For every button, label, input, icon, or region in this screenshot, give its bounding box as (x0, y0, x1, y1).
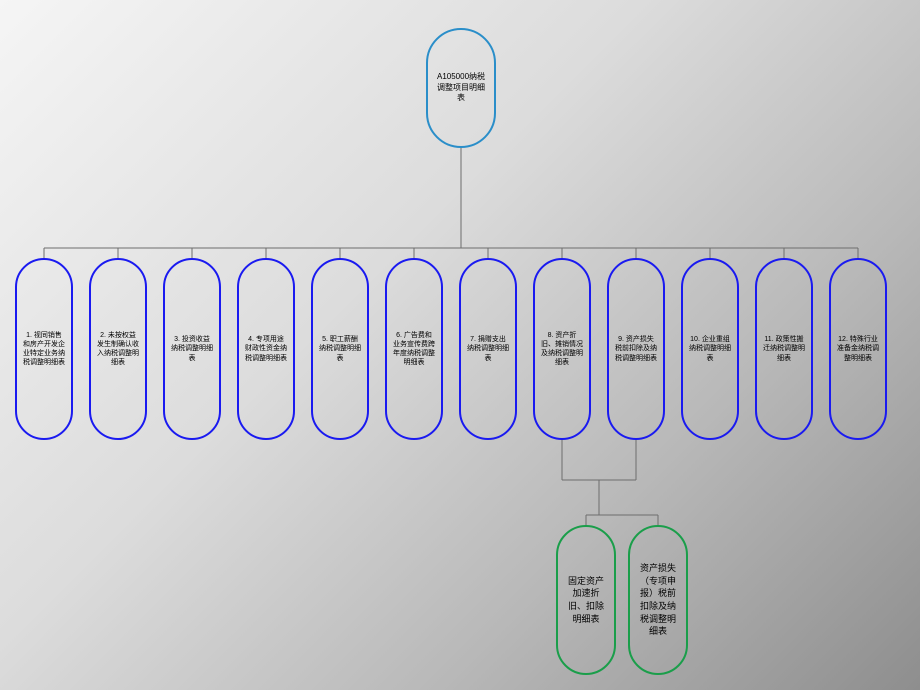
bottom-node-1-label: 固定资产加速折旧、扣除明细表 (558, 575, 614, 625)
mid-node-8: 8. 资产折旧、摊销情况及纳税调整明细表 (533, 258, 591, 440)
mid-node-4-label: 4. 专项用途财政性资金纳税调整明细表 (239, 335, 293, 362)
mid-node-5: 5. 职工薪酬纳税调整明细表 (311, 258, 369, 440)
mid-node-1: 1. 视同销售和房产开发企业特定业务纳税调整明细表 (15, 258, 73, 440)
mid-node-3-label: 3. 投资收益纳税调整明细表 (165, 335, 219, 362)
bottom-node-2-label: 资产损失（专项申报）税前扣除及纳税调整明细表 (630, 562, 686, 638)
mid-node-7-label: 7. 捐赠支出纳税调整明细表 (461, 335, 515, 362)
bottom-node-2: 资产损失（专项申报）税前扣除及纳税调整明细表 (628, 525, 688, 675)
mid-node-1-label: 1. 视同销售和房产开发企业特定业务纳税调整明细表 (17, 331, 71, 367)
mid-node-12-label: 12. 特殊行业准备金纳税调整明细表 (831, 335, 885, 362)
mid-node-6: 6. 广告费和业务宣传费跨年度纳税调整明细表 (385, 258, 443, 440)
root-node-label: A105000纳税调整项目明细表 (428, 72, 494, 103)
mid-node-11-label: 11. 政策性搬迁纳税调整明细表 (757, 335, 811, 362)
mid-node-8-label: 8. 资产折旧、摊销情况及纳税调整明细表 (535, 331, 589, 367)
mid-node-2: 2. 未按权益发生制确认收入纳税调整明细表 (89, 258, 147, 440)
mid-node-9-label: 9. 资产损失税前扣除及纳税调整明细表 (609, 335, 663, 362)
mid-node-6-label: 6. 广告费和业务宣传费跨年度纳税调整明细表 (387, 331, 441, 367)
mid-node-11: 11. 政策性搬迁纳税调整明细表 (755, 258, 813, 440)
mid-node-12: 12. 特殊行业准备金纳税调整明细表 (829, 258, 887, 440)
mid-node-10: 10. 企业重组纳税调整明细表 (681, 258, 739, 440)
mid-node-3: 3. 投资收益纳税调整明细表 (163, 258, 221, 440)
root-node: A105000纳税调整项目明细表 (426, 28, 496, 148)
mid-node-7: 7. 捐赠支出纳税调整明细表 (459, 258, 517, 440)
mid-node-9: 9. 资产损失税前扣除及纳税调整明细表 (607, 258, 665, 440)
mid-node-10-label: 10. 企业重组纳税调整明细表 (683, 335, 737, 362)
bottom-node-1: 固定资产加速折旧、扣除明细表 (556, 525, 616, 675)
mid-node-4: 4. 专项用途财政性资金纳税调整明细表 (237, 258, 295, 440)
mid-node-5-label: 5. 职工薪酬纳税调整明细表 (313, 335, 367, 362)
mid-node-2-label: 2. 未按权益发生制确认收入纳税调整明细表 (91, 331, 145, 367)
